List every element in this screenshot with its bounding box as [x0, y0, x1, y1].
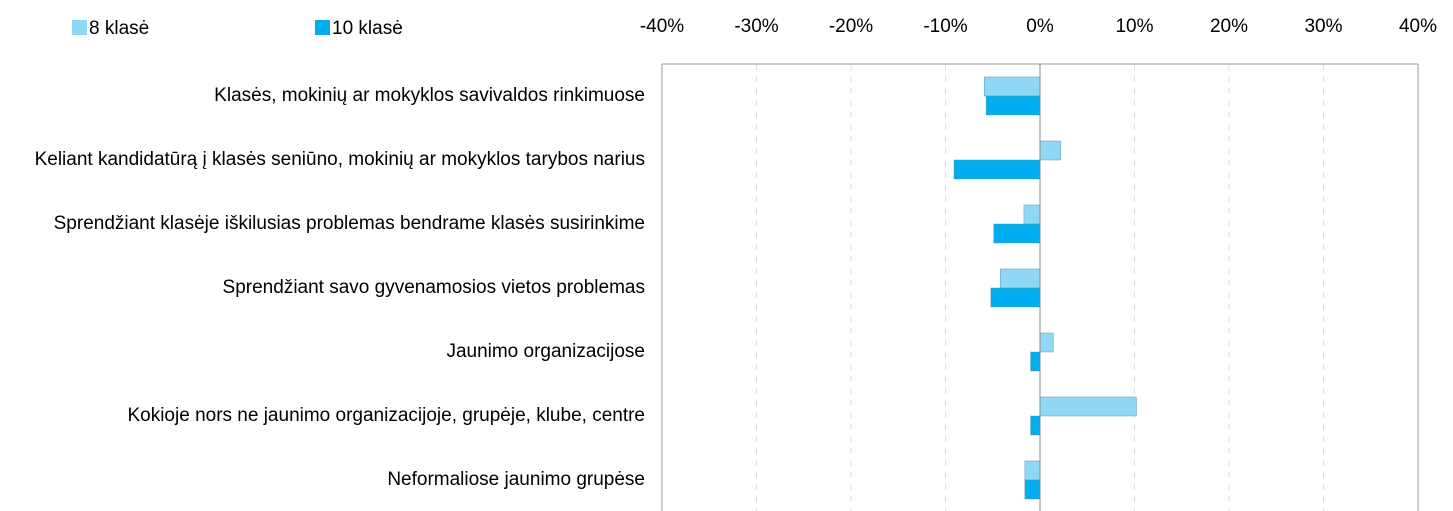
- bar: [1039, 396, 1137, 417]
- bar: [983, 76, 1041, 97]
- bar: [953, 159, 1041, 180]
- legend-swatch: [72, 20, 87, 35]
- category-label: Sprendžiant savo gyvenamosios vietos pro…: [223, 277, 645, 298]
- category-label: Keliant kandidatūrą į klasės seniūno, mo…: [35, 149, 645, 170]
- x-tick-label: 40%: [1399, 16, 1437, 37]
- x-tick-label: 30%: [1304, 16, 1342, 37]
- x-tick-label: -30%: [734, 16, 778, 37]
- category-label: Jaunimo organizacijose: [446, 341, 645, 362]
- x-tick-label: -40%: [640, 16, 684, 37]
- x-tick-label: 20%: [1210, 16, 1248, 37]
- bar: [985, 95, 1041, 116]
- bar: [1024, 479, 1041, 500]
- category-label: Sprendžiant klasėje iškilusias problemas…: [54, 213, 645, 234]
- bar: [1039, 140, 1062, 161]
- bar: [1024, 460, 1041, 481]
- category-label: Kokioje nors ne jaunimo organizacijoje, …: [127, 405, 645, 426]
- bar: [990, 287, 1041, 308]
- bar: [993, 223, 1041, 244]
- bar: [1000, 268, 1041, 289]
- legend-label: 8 klasė: [89, 18, 149, 39]
- bar: [1030, 415, 1041, 436]
- x-tick-label: -10%: [923, 16, 967, 37]
- bar: [1023, 204, 1041, 225]
- category-label: Klasės, mokinių ar mokyklos savivaldos r…: [214, 85, 645, 106]
- category-label: Neformaliose jaunimo grupėse: [387, 469, 645, 490]
- legend-label: 10 klasė: [332, 18, 403, 39]
- legend-swatch: [315, 20, 330, 35]
- x-tick-label: -20%: [829, 16, 873, 37]
- bar: [1030, 351, 1041, 372]
- bar: [1039, 332, 1054, 353]
- x-tick-label: 0%: [1026, 16, 1054, 37]
- x-tick-label: 10%: [1115, 16, 1153, 37]
